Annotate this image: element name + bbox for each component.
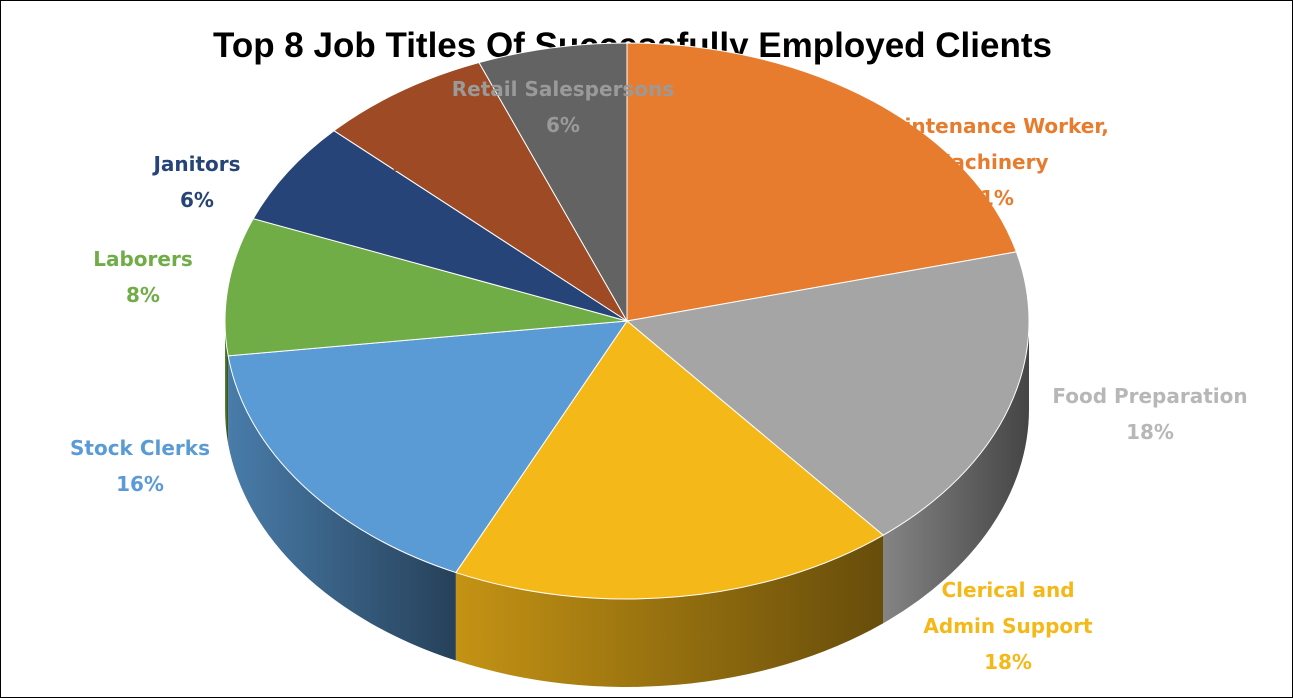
slice-label-6: Cashiers <box>359 116 456 140</box>
slice-value-label-0: 21% <box>966 186 1014 210</box>
slice-label-0: Maintenance Worker, <box>871 114 1109 138</box>
slice-value-label-5: 6% <box>180 188 214 212</box>
slice-label-2: Admin Support <box>923 614 1093 638</box>
slice-label-0: Machinery <box>931 150 1048 174</box>
slice-value-label-4: 8% <box>126 283 160 307</box>
slice-value-label-1: 18% <box>1126 420 1174 444</box>
slice-label-5: Janitors <box>151 152 240 176</box>
slice-label-2: Clerical and <box>941 578 1074 602</box>
slice-label-3: Stock Clerks <box>70 436 210 460</box>
slice-value-label-3: 16% <box>116 472 164 496</box>
slice-value-label-2: 18% <box>984 650 1032 674</box>
slice-value-label-6: 7% <box>390 152 424 176</box>
slice-label-1: Food Preparation <box>1052 384 1247 408</box>
slice-label-7: Retail Salespersons <box>452 77 674 101</box>
slice-label-4: Laborers <box>93 247 193 271</box>
slice-value-label-7: 6% <box>546 113 580 137</box>
